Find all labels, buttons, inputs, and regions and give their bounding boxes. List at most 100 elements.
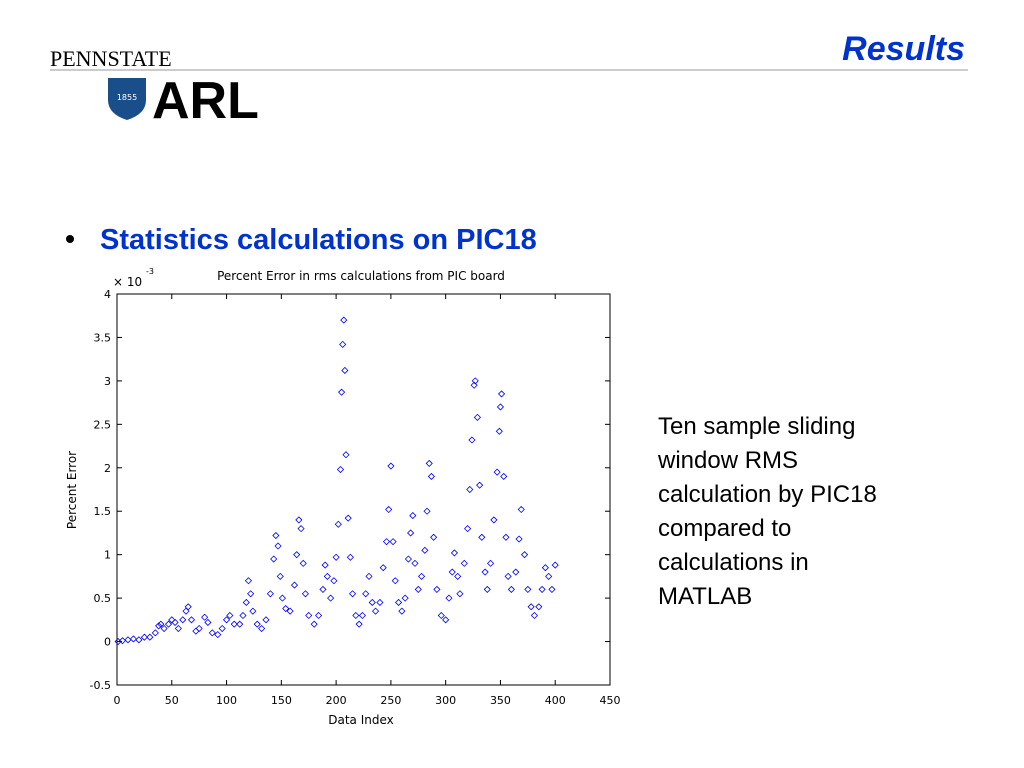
y-tick-label: 0.5 [94,592,112,605]
point [541,564,549,572]
point [244,577,253,585]
point [258,624,266,633]
point [348,590,357,598]
slide-title: Results [842,30,965,68]
point [535,603,543,611]
point [382,538,391,546]
point [174,624,182,633]
point [135,636,143,644]
point [376,598,384,607]
point [456,590,464,598]
x-tick-label: 200 [326,694,347,707]
point [442,616,450,624]
point [129,635,137,643]
point [276,572,284,580]
y-tick-label: 2 [104,462,111,475]
point [155,622,163,630]
point [437,611,445,620]
point [239,611,247,620]
x-tick-label: 0 [114,694,121,707]
chart-title: Percent Error in rms calculations from P… [217,269,505,283]
point [502,533,510,541]
point [358,611,366,620]
x-tick-label: 50 [165,694,179,707]
bullet-dot [66,235,74,243]
point [315,611,323,620]
point [497,390,506,398]
side-text-line: MATLAB [658,583,752,610]
point [362,590,370,598]
logo-top: PENNSTATE [50,46,172,71]
point [524,585,532,593]
point [490,516,498,524]
point [460,559,468,567]
point [230,620,238,628]
point [478,533,486,541]
logo-year: 1855 [117,93,137,102]
side-text: Ten sample sliding window RMS calculation … [657,413,877,610]
point [242,598,250,607]
point [404,555,412,563]
point [414,585,422,593]
point [336,465,345,474]
y-multiplier: × 10 [113,275,142,289]
point [493,468,501,476]
point [445,594,453,602]
point [192,627,200,635]
side-text-line: calculations in [658,549,809,576]
point [299,559,307,567]
point [481,568,489,576]
point [520,551,529,559]
point [253,620,261,628]
point [182,607,190,615]
point [204,618,212,627]
point [394,598,403,607]
point [385,505,393,514]
point [365,572,373,580]
point [297,525,305,533]
x-tick-label: 300 [435,694,456,707]
point [171,618,179,627]
y-axis-label: Percent Error [65,451,79,529]
point [184,603,192,611]
point [247,590,255,598]
y-tick-label: 2.5 [94,418,112,431]
point [151,629,159,637]
point [187,616,196,624]
logo-shield [108,78,146,120]
point [274,542,282,550]
point [389,538,397,546]
point [330,577,338,585]
point [195,624,203,633]
y-tick-label: 3 [104,375,111,388]
point [391,577,399,585]
point [270,555,278,563]
point [487,559,495,567]
y-tick-label: -0.5 [90,679,111,692]
point [450,549,458,557]
point [421,546,429,554]
point [454,572,462,580]
point [545,572,553,580]
point [433,585,441,593]
point [286,607,294,615]
point [301,590,310,598]
point [401,594,409,602]
point [470,381,478,389]
point [504,572,512,580]
point [409,512,417,520]
point [157,620,165,628]
point [124,636,132,644]
bullet-text: Statistics calculations on PIC18 [100,224,537,256]
point [473,413,482,421]
point [427,472,435,481]
point [466,485,474,494]
point [342,451,350,459]
y-tick-label: 1 [104,549,111,562]
point [417,572,426,580]
point [538,585,546,593]
point [340,316,348,324]
point [168,616,176,624]
